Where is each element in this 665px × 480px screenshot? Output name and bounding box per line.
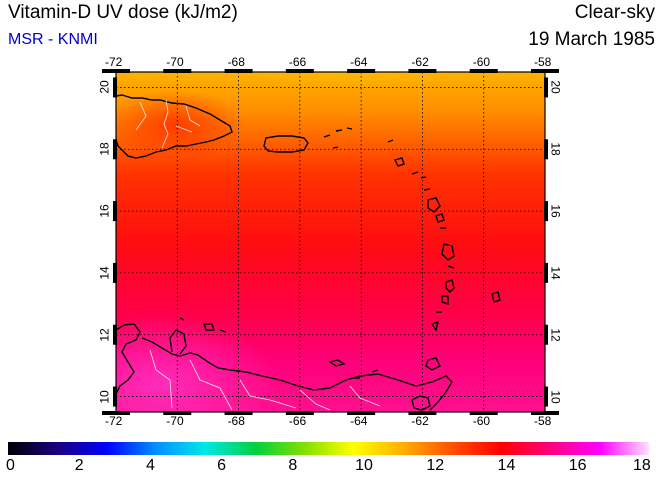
field-highlight-hispaniola	[116, 90, 245, 160]
colorbar-tick-label: 6	[217, 457, 227, 474]
colorbar-tick-label: 18	[633, 457, 651, 474]
lon-tick-label-bottom: -68	[227, 414, 245, 428]
lon-tick-label-top: -62	[411, 55, 429, 69]
lon-tick-label-bottom: -58	[534, 414, 552, 428]
colorbar-tick-label: 0	[6, 457, 15, 474]
scenario-label: Clear-sky	[574, 2, 655, 23]
data-source: MSR - KNMI	[8, 31, 98, 48]
south-american-coast	[116, 323, 453, 411]
lon-tick-label-bottom: -72	[105, 414, 123, 428]
lon-tick-label-top: -64	[350, 55, 368, 69]
lat-tick-label-right: 18	[548, 142, 563, 156]
virgin-islands	[323, 127, 353, 149]
province-borders-south	[149, 349, 381, 411]
lat-tick-label-right: 20	[548, 80, 563, 95]
lon-tick-label-top: -60	[472, 55, 491, 69]
coastlines	[116, 94, 501, 411]
lon-tick-label-top: -68	[227, 55, 245, 69]
margarita-trinidad	[328, 357, 441, 379]
lon-tick-label-top: -70	[166, 55, 184, 69]
lat-tick-label-right: 14	[548, 266, 563, 280]
graticule	[116, 72, 545, 412]
lat-tick-label-left: 12	[97, 328, 112, 342]
date-label: 19 March 1985	[528, 29, 655, 50]
province-borders-hispaniola	[135, 101, 201, 133]
lat-tick-label-left: 18	[97, 142, 112, 156]
lat-tick-label-left: 16	[97, 204, 112, 218]
colorbar-tick-label: 16	[568, 457, 587, 474]
lon-tick-label-bottom: -64	[350, 414, 368, 428]
lon-tick-label-top: -72	[105, 55, 123, 69]
lon-tick-label-bottom: -62	[411, 414, 429, 428]
puerto-rico-coast	[263, 135, 309, 153]
field-highlight-north	[220, 72, 480, 135]
lat-tick-label-left: 20	[97, 80, 112, 95]
colorbar-tick-label: 12	[426, 457, 445, 474]
colorbar-tick-label: 8	[288, 457, 298, 474]
lesser-antilles	[387, 139, 501, 332]
paraguana-peninsula	[169, 329, 187, 355]
lon-tick-label-bottom: -60	[472, 414, 491, 428]
lon-tick-label-bottom: -66	[288, 414, 307, 428]
borders	[135, 99, 381, 411]
lon-tick-label-top: -66	[288, 55, 307, 69]
lon-tick-label-bottom: -70	[166, 414, 184, 428]
colorbar-tick-label: 2	[74, 457, 84, 474]
trinidad-island	[411, 395, 431, 411]
lat-tick-label-right: 10	[548, 389, 563, 404]
frame-tick-marks	[102, 69, 559, 415]
lon-tick-label-top: -58	[534, 55, 552, 69]
abc-islands	[179, 317, 227, 333]
colorbar	[8, 442, 649, 455]
hispaniola-coast	[116, 94, 233, 159]
colorbar-tick-label: 4	[145, 457, 155, 474]
map-title: Vitamin-D UV dose (kJ/m2)	[8, 2, 238, 23]
colorbar-tick-label: 14	[497, 457, 516, 474]
lat-tick-label-left: 14	[97, 266, 112, 280]
lat-tick-label-right: 16	[548, 204, 563, 218]
lat-tick-label-left: 10	[97, 389, 112, 404]
field-highlight-southwest	[116, 315, 280, 412]
lat-tick-label-right: 12	[548, 328, 563, 342]
haiti-dr-border	[161, 99, 169, 149]
map-frame	[115, 71, 546, 413]
colorbar-tick-label: 10	[355, 457, 373, 474]
